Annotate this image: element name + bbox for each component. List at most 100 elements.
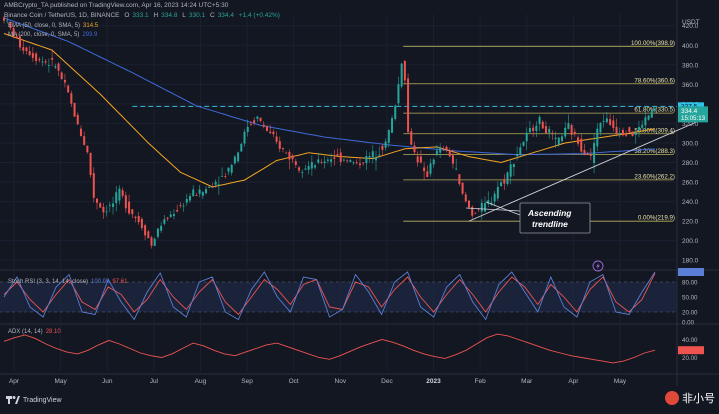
candle-body [211,186,214,188]
price-tick-label: 200.0 [682,238,699,245]
candle-body [455,168,458,170]
candle-body [79,128,82,137]
fib-level-label: 78.60%(360.6) [634,77,675,84]
ma-legend[interactable]: MA (200, close, 0, SMA, 5) 293.9 [8,31,100,39]
fib-level-label: 0.00%(219.9) [638,215,675,222]
candle-body [564,127,567,137]
candle-body [269,131,272,134]
stoch-rsi-legend[interactable]: Stoch RSI (3, 3, 14, 14, close) 100.00 97.… [8,278,130,286]
candle-body [182,205,185,207]
candle-body [512,164,515,168]
candle-body [368,156,371,158]
candle-body [60,72,63,80]
ema-legend[interactable]: EMA (50, close, 0, SMA, 5) 314.5 [8,22,101,30]
candle-body [387,129,390,143]
ohlc-o-value: 333.1 [132,12,149,19]
time-tick-label: Aug [195,378,207,385]
symbol-label[interactable]: Binance Coin / TetherUS, 1D, BINANCE [4,12,120,19]
price-tick-label: 260.0 [682,180,699,187]
candle-body [323,161,326,164]
candle-body [102,206,105,213]
candle-body [641,124,644,128]
lightning-icon [592,260,604,272]
candle-body [185,198,188,203]
annotation-pointer [485,201,521,216]
annotation-line-1: Ascending [527,208,572,218]
candle-body [259,117,262,122]
candle-body [256,116,259,119]
publisher-text: AMBCrypto_TA published on TradingView.co… [4,2,229,9]
stoch-rsi-d-line [3,273,656,316]
price-tick-label: 180.0 [682,258,699,265]
candle-body [282,148,284,150]
price-tick-label: 280.0 [682,160,699,167]
candle-body [12,27,15,37]
candle-body [108,204,111,206]
candle-body [96,198,98,203]
candle-body [384,141,387,148]
candle-body [612,120,615,128]
adx-tick-label: 40.00 [682,337,698,344]
ema-50-line [3,33,656,188]
time-tick-label: Nov [335,378,347,385]
candle-body [445,146,448,150]
candle-body [330,159,333,162]
candle-body [195,195,198,196]
ohlc-change: +1.4 (+0.42%) [238,12,280,19]
candle-body [214,181,217,185]
candle-body [115,192,118,204]
candle-body [644,117,647,126]
candle-body [105,211,108,213]
candle-body [451,155,454,164]
candle-body [403,61,406,81]
candle-body [294,161,297,165]
time-tick-label: Apr [9,378,20,385]
price-tick-label: 360.0 [682,82,699,89]
candle-body [131,209,134,215]
adx-legend[interactable]: ADX (14, 14) 28.10 [8,328,64,336]
candle-body [67,85,70,93]
candle-body [439,147,442,153]
candle-body [535,125,538,132]
candle-body [378,154,381,156]
stoch-rsi-tick-label: 50.00 [682,294,698,301]
candle-body [6,20,9,22]
time-axis: Apr May Jun Jul Aug Sep Oct Nov Dec 2023 Feb Mar Apr… [9,378,627,385]
candle-body [134,216,137,219]
candle-body [63,79,66,83]
candle-body [570,125,573,135]
candle-body [320,162,323,164]
candle-body [253,120,256,123]
candle-body [288,151,291,160]
candle-body [464,194,467,202]
ohlc-l-value: 330.1 [188,12,206,19]
stoch-rsi-value-badge [678,268,704,276]
candle-body [314,165,317,168]
candle-body [637,126,640,131]
candle-body [468,200,470,208]
candle-body [621,129,624,136]
candle-body [400,63,403,87]
candle-body [381,145,384,150]
annotation-line-2: trendline [532,219,568,229]
candle-body [112,203,115,208]
candle-body [541,121,544,129]
adx-value: 28.10 [45,329,61,335]
stoch-rsi-pane [0,271,677,321]
candle-body [153,238,156,246]
candle-body [150,237,153,246]
candle-body [326,159,329,161]
stoch-rsi-tick-label: 0.00 [682,319,695,326]
candle-body [490,202,493,205]
candle-body [394,105,397,119]
candle-body [307,165,310,170]
candle-body [596,128,599,147]
candle-body [525,132,528,142]
stoch-rsi-k-value: 100.00 [91,279,110,285]
last-price-label: 334.4 [681,108,698,115]
tradingview-footer[interactable]: TradingView [6,396,62,404]
candle-body [291,155,294,160]
candle-body [301,171,304,173]
candle-body [618,133,621,134]
